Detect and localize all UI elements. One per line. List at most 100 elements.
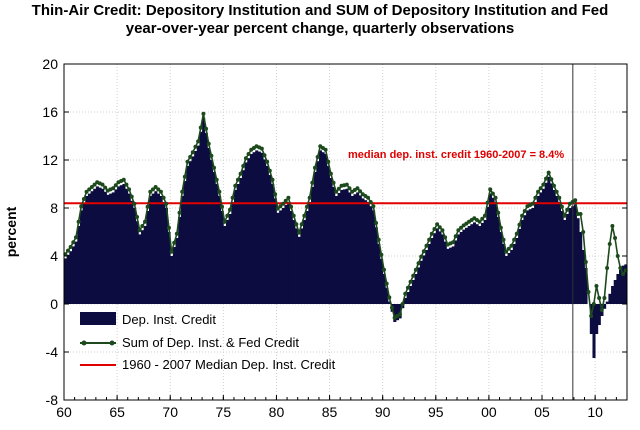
bar-dep-inst-credit (419, 260, 423, 304)
point-sum-credit (235, 177, 240, 182)
bar-dep-inst-credit (393, 304, 397, 322)
point-sum-credit (73, 235, 78, 240)
point-sum-credit (498, 225, 503, 230)
point-sum-credit (546, 170, 551, 175)
bar-dep-inst-credit (467, 226, 471, 304)
y-tick-label: 0 (50, 296, 58, 312)
x-tick-label: 95 (428, 404, 444, 420)
y-tick-label: -4 (46, 344, 59, 360)
point-sum-credit (400, 302, 405, 306)
point-sum-credit (310, 180, 315, 185)
point-sum-credit (583, 260, 588, 264)
y-tick-label: -8 (46, 392, 59, 408)
chart-title-line-2: year-over-year percent change, quarterly… (125, 20, 515, 37)
point-sum-credit (427, 237, 432, 242)
legend-swatch-dep-inst-credit (80, 312, 116, 325)
bar-dep-inst-credit (279, 210, 283, 304)
point-sum-credit (488, 187, 493, 192)
x-tick-label: 70 (162, 404, 178, 420)
y-tick-label: 4 (50, 248, 58, 264)
point-sum-credit (68, 245, 73, 249)
bar-dep-inst-credit (305, 211, 309, 304)
bar-dep-inst-credit (348, 192, 352, 304)
bar-dep-inst-credit (151, 193, 155, 304)
bar-dep-inst-credit (438, 231, 442, 304)
point-sum-credit (156, 187, 161, 192)
point-sum-credit (79, 204, 84, 209)
point-sum-credit (480, 216, 485, 221)
point-sum-credit (482, 213, 487, 218)
point-sum-credit (429, 231, 434, 236)
bar-dep-inst-credit (125, 188, 129, 304)
point-sum-credit (190, 150, 195, 155)
bar-dep-inst-credit (244, 162, 248, 304)
bar-dep-inst-credit (621, 265, 625, 304)
point-sum-credit (613, 236, 618, 240)
point-sum-credit (565, 207, 570, 212)
point-sum-credit (371, 204, 376, 209)
point-sum-credit (610, 224, 615, 228)
point-sum-credit (289, 204, 294, 209)
bar-dep-inst-credit (154, 191, 158, 304)
legend-label-median: 1960 - 2007 Median Dep. Inst. Credit (122, 357, 336, 372)
point-sum-credit (127, 187, 132, 192)
bar-dep-inst-credit (300, 228, 304, 304)
point-sum-credit (188, 155, 193, 159)
point-sum-credit (424, 243, 429, 248)
bar-dep-inst-credit (164, 208, 168, 304)
point-sum-credit (538, 186, 543, 191)
bar-dep-inst-credit (109, 193, 113, 304)
point-sum-credit (328, 171, 333, 176)
bar-dep-inst-credit (462, 229, 466, 304)
bar-dep-inst-credit (130, 200, 134, 304)
point-sum-credit (437, 225, 442, 230)
point-sum-credit (419, 254, 424, 259)
bar-dep-inst-credit (77, 226, 81, 304)
bar-dep-inst-credit (324, 154, 328, 304)
bar-dep-inst-credit (141, 230, 145, 304)
point-sum-credit (544, 176, 549, 181)
point-sum-credit (607, 242, 612, 246)
bar-dep-inst-credit (472, 222, 477, 304)
x-tick-label: 80 (269, 404, 285, 420)
bar-dep-inst-credit (430, 238, 434, 304)
bar-dep-inst-credit (93, 188, 97, 304)
bar-dep-inst-credit (318, 150, 322, 304)
point-sum-credit (121, 177, 126, 182)
bar-dep-inst-credit (581, 250, 585, 304)
bar-dep-inst-credit (345, 188, 349, 304)
bar-dep-inst-credit (356, 192, 360, 304)
bar-dep-inst-credit (85, 196, 89, 304)
point-sum-credit (432, 227, 437, 231)
bar-dep-inst-credit (515, 238, 519, 304)
bar-dep-inst-credit (342, 189, 346, 304)
point-sum-credit (281, 201, 286, 206)
bar-dep-inst-credit (480, 223, 484, 304)
point-sum-credit (453, 234, 458, 239)
bar-dep-inst-credit (220, 211, 224, 304)
bar-dep-inst-credit (313, 172, 317, 304)
point-sum-credit (605, 266, 610, 270)
point-sum-credit (533, 195, 538, 200)
bar-dep-inst-credit (380, 259, 384, 304)
bar-dep-inst-credit (422, 255, 426, 304)
bar-dep-inst-credit (528, 209, 532, 304)
bar-dep-inst-credit (374, 227, 378, 304)
bar-dep-inst-credit (366, 202, 370, 304)
bar-dep-inst-credit (451, 246, 455, 304)
point-sum-credit (89, 185, 94, 189)
bar-dep-inst-credit (531, 208, 535, 304)
bar-dep-inst-credit (103, 191, 107, 304)
bar-dep-inst-credit (568, 208, 572, 304)
point-sum-credit (177, 210, 182, 215)
bar-dep-inst-credit (385, 287, 389, 304)
bar-dep-inst-credit (260, 152, 264, 304)
bar-dep-inst-credit (119, 185, 123, 304)
point-sum-credit (169, 249, 174, 254)
bar-dep-inst-credit (605, 301, 609, 304)
point-sum-credit (451, 240, 456, 245)
point-sum-credit (413, 267, 418, 272)
point-sum-credit (541, 182, 546, 187)
bar-dep-inst-credit (303, 220, 307, 304)
point-sum-credit (238, 171, 243, 176)
